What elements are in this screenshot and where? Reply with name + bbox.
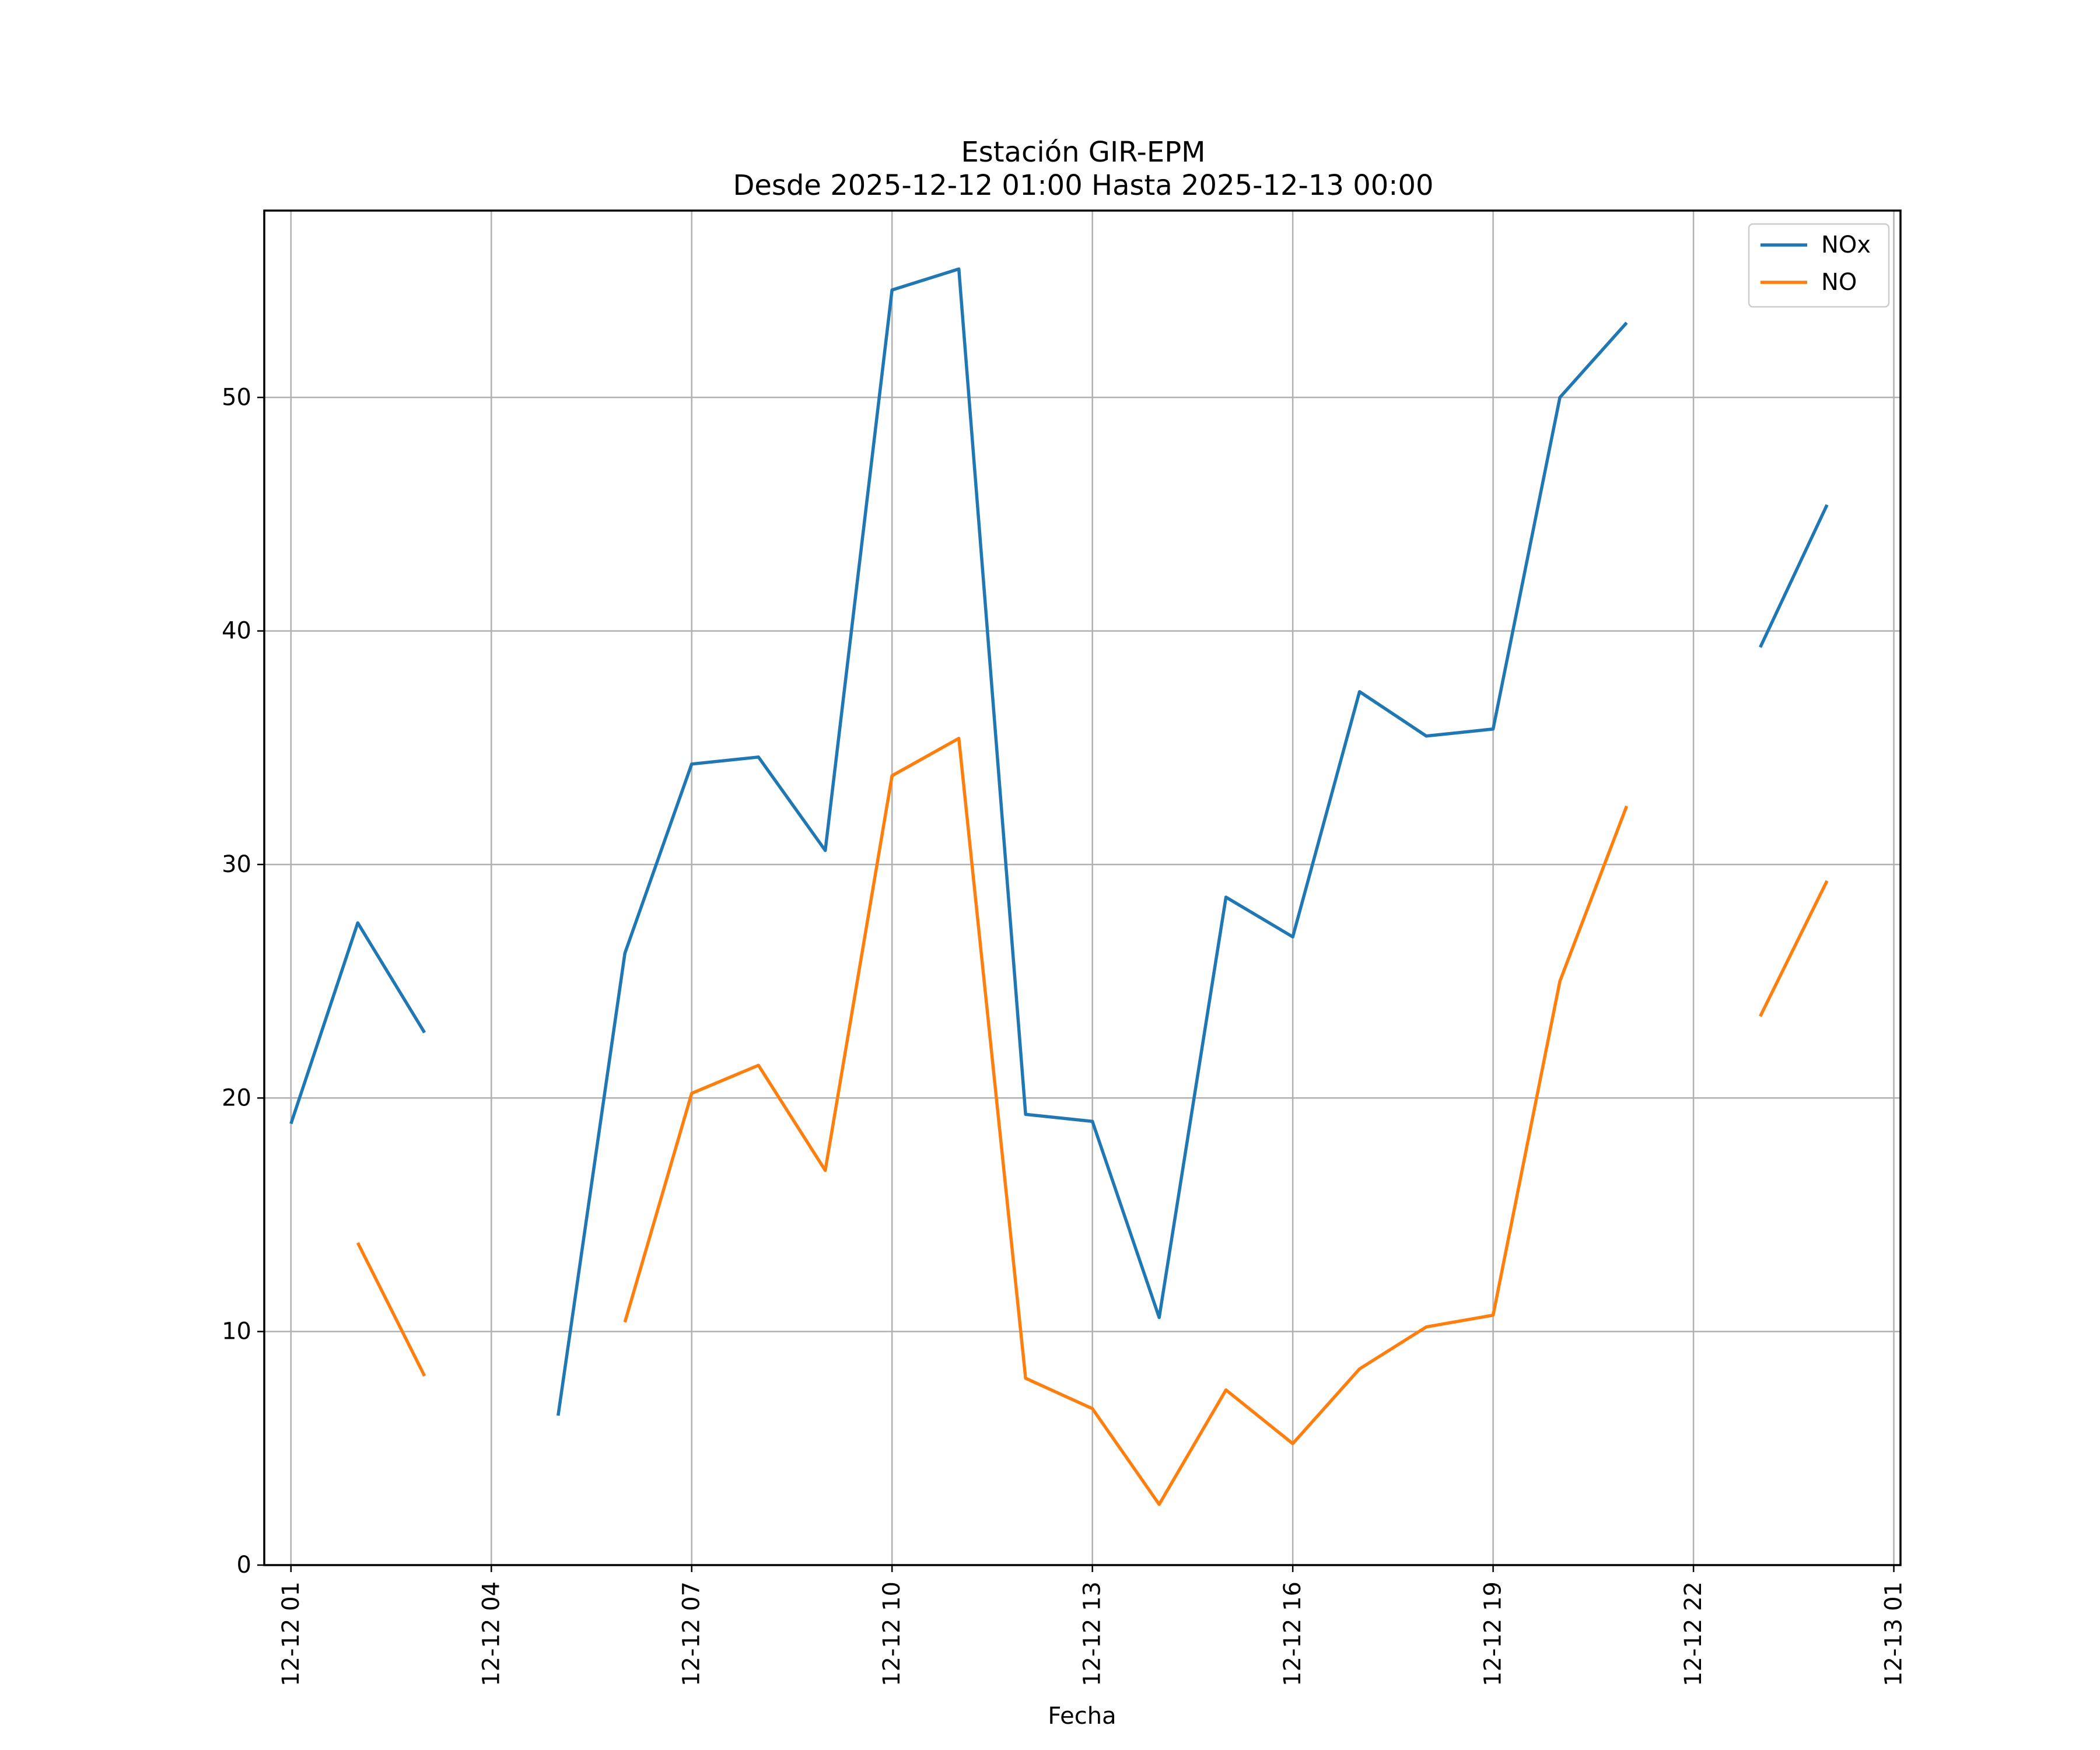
- y-tick-label: 10: [222, 1318, 251, 1345]
- x-tick-label: 12-12 10: [878, 1581, 905, 1686]
- chart-subtitle: Desde 2025-12-12 01:00 Hasta 2025-12-13 …: [733, 169, 1433, 202]
- legend: NOx NO: [1748, 223, 1890, 308]
- series-line-segment: [623, 737, 1629, 1506]
- x-tick-label: 12-12 01: [278, 1581, 304, 1686]
- legend-label: NO: [1821, 269, 1857, 296]
- y-tick-label: 40: [222, 618, 251, 645]
- y-tick-label: 30: [222, 851, 251, 878]
- y-tick-label: 0: [237, 1552, 251, 1578]
- series-line-segment: [1759, 504, 1829, 648]
- series-line-segment: [556, 267, 1628, 1416]
- y-tick-label: 50: [222, 384, 251, 411]
- chart-title: Estación GIR-EPM: [961, 136, 1205, 169]
- x-axis: 12-12 01 12-12 04 12-12 07 12-12 10 12-12 13…: [278, 1565, 1908, 1686]
- series-nox: [289, 267, 1829, 1416]
- x-tick-label: 12-12 04: [478, 1581, 505, 1686]
- x-tick-label: 12-13 01: [1881, 1581, 1908, 1686]
- x-tick-label: 12-12 22: [1680, 1581, 1707, 1686]
- x-tick-label: 12-12 07: [678, 1581, 705, 1686]
- plot-frame: [263, 209, 1902, 1566]
- series-line-segment: [356, 1242, 426, 1377]
- x-tick-label: 12-12 13: [1079, 1581, 1106, 1686]
- series-line-segment: [1759, 880, 1829, 1017]
- y-tick-label: 20: [222, 1084, 251, 1111]
- x-tick-label: 12-12 16: [1279, 1581, 1306, 1686]
- series-layer: [289, 267, 1829, 1506]
- x-tick-label: 12-12 19: [1480, 1581, 1507, 1686]
- series-line-segment: [289, 921, 426, 1125]
- legend-label: NOx: [1821, 232, 1871, 258]
- x-axis-label: Fecha: [1048, 1703, 1116, 1730]
- y-axis: 0 10 20 30 40 50: [222, 384, 264, 1578]
- series-no: [356, 737, 1829, 1506]
